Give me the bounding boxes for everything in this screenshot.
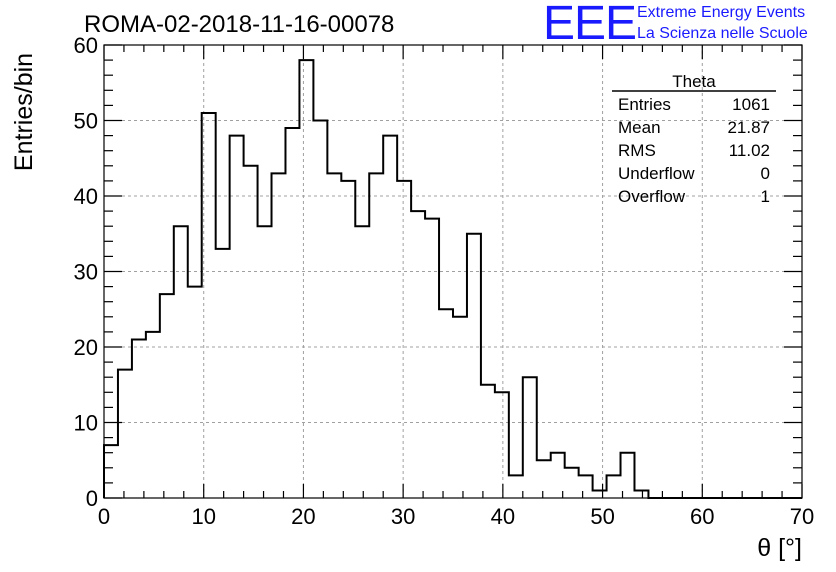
histogram-bin xyxy=(146,332,160,498)
histogram-bin xyxy=(579,475,593,498)
x-tick-label: 40 xyxy=(491,504,515,529)
stats-row-value: 21.87 xyxy=(727,118,770,137)
stats-row-label: Entries xyxy=(618,95,671,114)
histogram-bin xyxy=(537,460,551,498)
chart-title: ROMA-02-2018-11-16-00078 xyxy=(84,11,395,38)
y-tick-label: 10 xyxy=(74,411,98,436)
histogram-bin xyxy=(188,287,202,498)
y-tick-label: 30 xyxy=(74,260,98,285)
histogram-bin xyxy=(425,219,439,498)
histogram-bin xyxy=(174,226,188,498)
histogram-bin xyxy=(509,475,523,498)
histogram-bin xyxy=(369,173,383,498)
stats-row-value: 1061 xyxy=(732,95,770,114)
histogram-outline xyxy=(103,59,802,499)
stats-row-value: 11.02 xyxy=(729,141,770,160)
y-axis-label: Entries/bin xyxy=(10,52,38,172)
histogram-bin xyxy=(285,128,299,498)
histogram-bin xyxy=(439,309,453,498)
y-tick-label: 0 xyxy=(86,486,98,511)
histogram-bin xyxy=(453,317,467,498)
histogram-bin xyxy=(216,249,230,498)
histogram-bin xyxy=(593,490,607,498)
stats-row-label: Overflow xyxy=(618,187,686,206)
x-tick-label: 70 xyxy=(790,504,814,529)
stats-row-label: Underflow xyxy=(618,164,695,183)
histogram-bin xyxy=(258,226,272,498)
histogram-bin xyxy=(118,370,132,498)
stats-row-value: 1 xyxy=(761,187,770,206)
x-tick-label: 50 xyxy=(590,504,614,529)
stats-title: Theta xyxy=(672,72,716,91)
histogram-bin xyxy=(495,392,509,498)
histogram-bin xyxy=(230,136,244,498)
histogram-bin xyxy=(244,166,258,498)
y-tick-label: 50 xyxy=(74,109,98,134)
x-axis-label: θ [°] xyxy=(757,534,802,562)
stats-row-label: RMS xyxy=(618,141,656,160)
x-tick-label: 20 xyxy=(291,504,315,529)
histogram-bin xyxy=(565,468,579,498)
histogram-bin xyxy=(341,181,355,498)
histogram-bin xyxy=(160,294,174,498)
histogram-bin xyxy=(327,173,341,498)
y-tick-label: 60 xyxy=(74,33,98,58)
histogram-bin xyxy=(467,234,481,498)
histogram-bin xyxy=(411,211,425,498)
y-tick-label: 40 xyxy=(74,184,98,209)
histogram-bin xyxy=(607,475,621,498)
histogram-bin xyxy=(313,121,327,499)
histogram-bin xyxy=(355,226,369,498)
histogram-bin xyxy=(523,377,537,498)
histogram-bin xyxy=(634,490,648,498)
histogram-bin xyxy=(299,60,313,498)
logo-line-1: Extreme Energy Events xyxy=(637,4,806,21)
histogram-bin xyxy=(272,173,286,498)
histogram-bin xyxy=(383,136,397,498)
eee-logo: EEE xyxy=(543,0,637,50)
stats-row-label: Mean xyxy=(618,118,661,137)
x-tick-label: 10 xyxy=(191,504,215,529)
x-tick-label: 60 xyxy=(690,504,714,529)
y-tick-label: 20 xyxy=(74,335,98,360)
histogram-bin xyxy=(481,385,495,498)
x-tick-label: 0 xyxy=(98,504,110,529)
logo-line-2: La Scienza nelle Scuole xyxy=(637,25,808,42)
histogram-bin xyxy=(132,339,146,498)
stats-row-value: 0 xyxy=(761,164,770,183)
x-tick-label: 30 xyxy=(391,504,415,529)
histogram-bin xyxy=(397,181,411,498)
